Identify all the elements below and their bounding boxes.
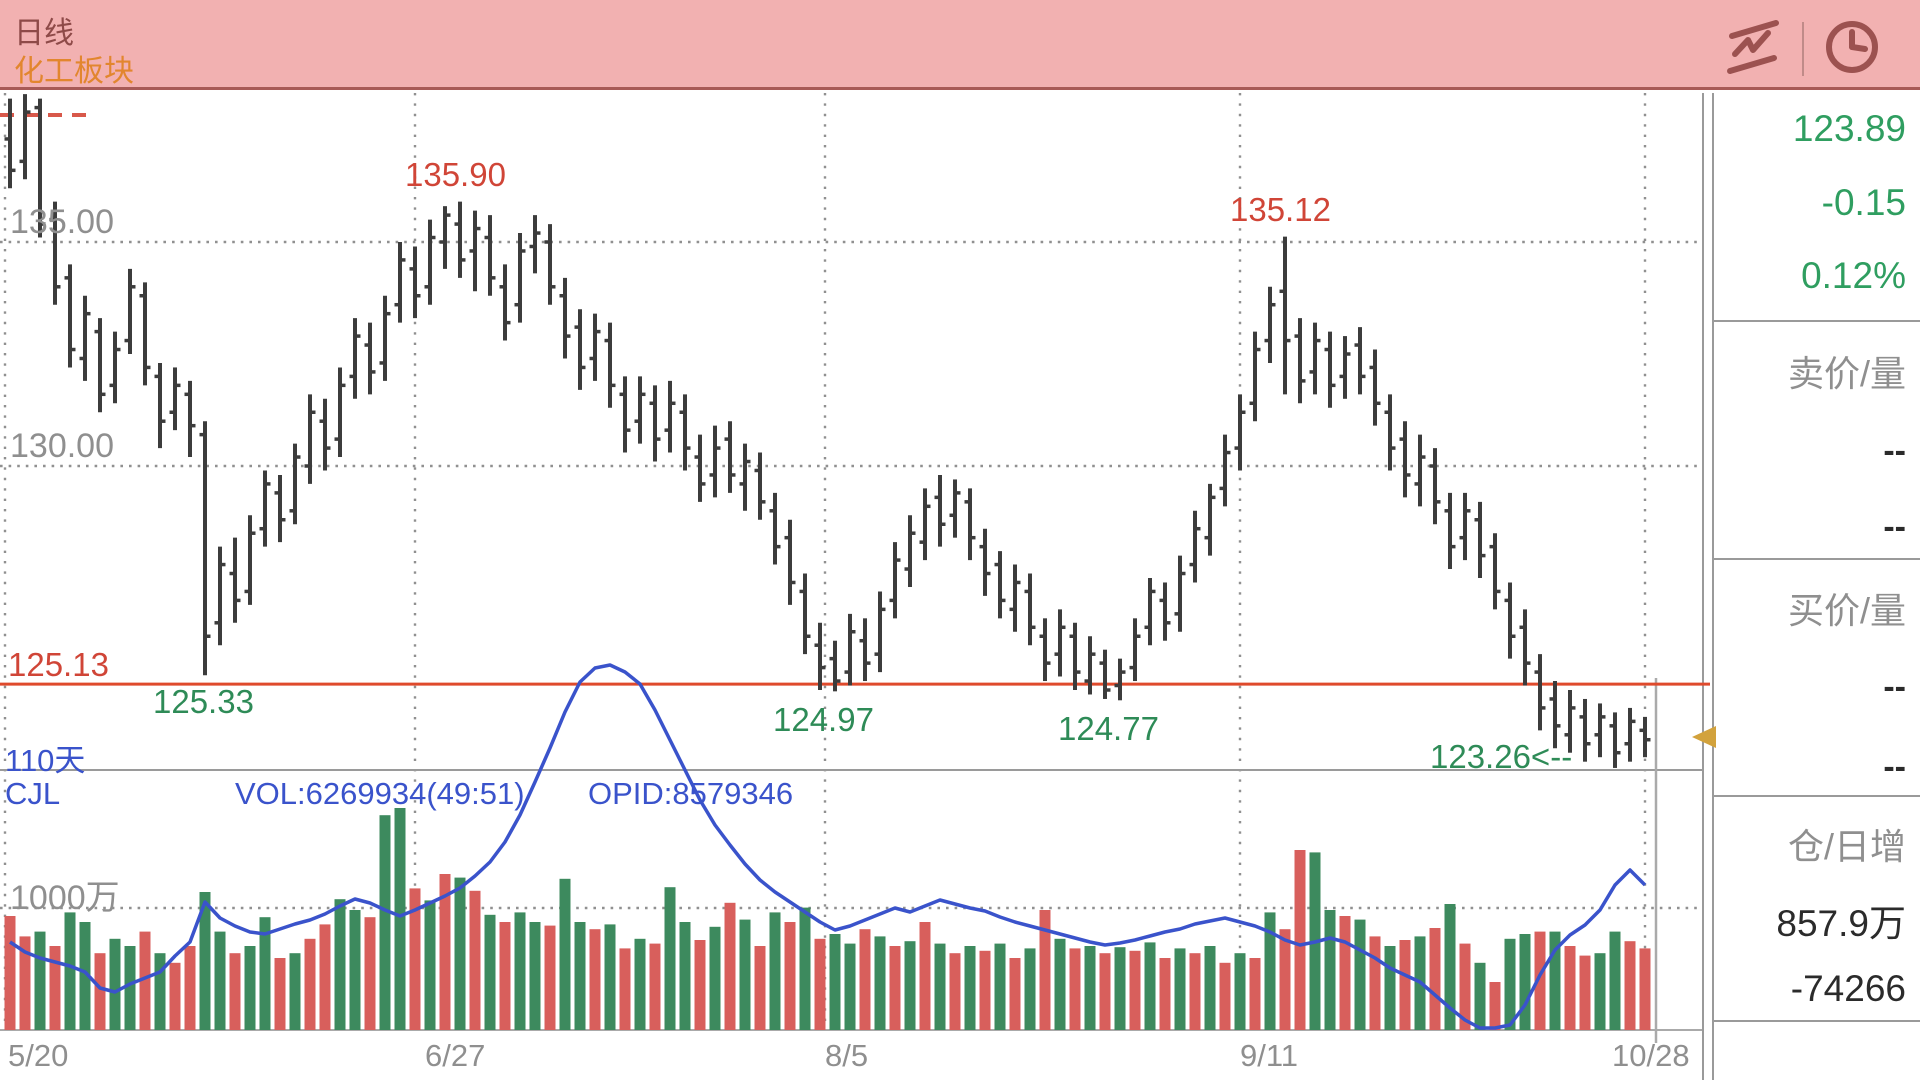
chart-header: 日线 化工板块 bbox=[0, 0, 1920, 90]
ask-section-label: 卖价/量 bbox=[1787, 353, 1906, 394]
bars-count-label: 110天 bbox=[5, 743, 86, 778]
chart-region: 135.00 130.00 125.13 110天 CJL VOL:626993… bbox=[0, 93, 1710, 1080]
x-axis-date-label: 6/27 bbox=[425, 1038, 486, 1073]
header-divider bbox=[1802, 22, 1804, 76]
open-interest-section: 仓/日增 857.9万 -74266 bbox=[1714, 797, 1920, 1022]
period-label: 日线 bbox=[14, 17, 74, 50]
volume-value-label: VOL:6269934(49:51) bbox=[235, 776, 525, 811]
opid-value-label: OPID:8579346 bbox=[588, 776, 794, 811]
last-price-section: 123.89 -0.15 0.12% bbox=[1714, 93, 1920, 322]
gridlines bbox=[0, 93, 1703, 1030]
oi-section-label: 仓/日增 bbox=[1787, 826, 1906, 867]
oi-change-value: -74266 bbox=[1790, 968, 1906, 1009]
x-axis-date-label: 10/28 bbox=[1612, 1038, 1690, 1073]
low-price-annotation: 124.77 bbox=[1058, 710, 1159, 748]
price-change-percent: 0.12% bbox=[1801, 255, 1906, 296]
oi-value: 857.9万 bbox=[1776, 903, 1906, 944]
ohlc-bars bbox=[4, 94, 1651, 768]
bid-price-value: -- bbox=[1883, 668, 1906, 706]
ask-price-value: -- bbox=[1883, 432, 1906, 470]
bid-section-label: 买价/量 bbox=[1787, 590, 1906, 631]
kline-style-icon[interactable] bbox=[1722, 18, 1784, 76]
ask-section: 卖价/量 -- -- bbox=[1714, 322, 1920, 560]
y-axis-label-135: 135.00 bbox=[10, 203, 114, 241]
bid-volume-value: -- bbox=[1883, 748, 1906, 786]
bid-section: 买价/量 -- -- bbox=[1714, 560, 1920, 797]
price-change-value: -0.15 bbox=[1821, 182, 1906, 223]
high-price-annotation: 135.90 bbox=[405, 155, 506, 193]
volume-scale-label: 1000万 bbox=[10, 879, 120, 917]
x-axis-date-label: 5/20 bbox=[8, 1038, 69, 1073]
y-axis-label-130: 130.00 bbox=[10, 427, 114, 465]
low-price-annotation: 124.97 bbox=[773, 701, 874, 739]
high-price-annotation: 135.12 bbox=[1230, 190, 1331, 228]
price-volume-chart[interactable] bbox=[0, 93, 1710, 1080]
opid-line bbox=[9, 663, 1647, 1030]
volume-bars bbox=[4, 808, 1651, 1030]
ask-volume-value: -- bbox=[1883, 508, 1906, 546]
red-line-price-label: 125.13 bbox=[8, 646, 109, 683]
instrument-name[interactable]: 化工板块 bbox=[14, 55, 134, 88]
time-period-icon[interactable] bbox=[1822, 18, 1884, 76]
low-price-annotation: 125.33 bbox=[153, 683, 254, 721]
volume-indicator-label[interactable]: CJL bbox=[5, 776, 61, 811]
low-price-annotation: 123.26<-- bbox=[1430, 737, 1573, 775]
x-axis-date-label: 9/11 bbox=[1240, 1038, 1299, 1073]
quote-panel: 123.89 -0.15 0.12% 卖价/量 -- -- 买价/量 -- --… bbox=[1712, 93, 1920, 1080]
x-axis-date-label: 8/5 bbox=[825, 1038, 869, 1073]
current-price-arrow-icon bbox=[1692, 726, 1716, 748]
last-price-value: 123.89 bbox=[1792, 108, 1906, 149]
